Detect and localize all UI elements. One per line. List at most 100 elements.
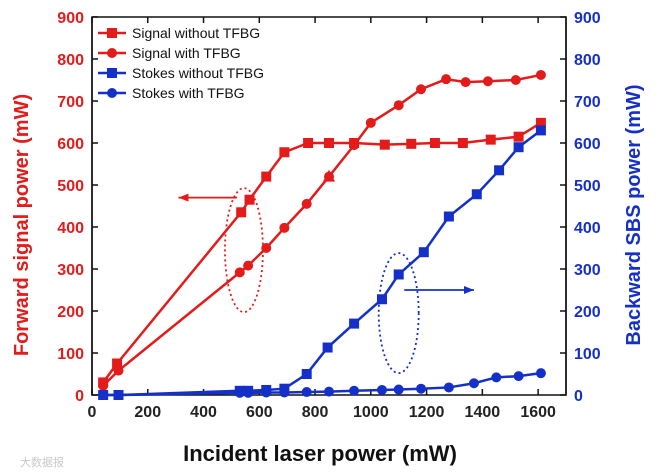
y-axis-left-label: Forward signal power (mW) — [11, 94, 33, 356]
data-point — [113, 365, 124, 376]
y-left-tick-label: 400 — [57, 220, 84, 237]
legend-item: Signal without TFBG — [98, 25, 260, 41]
legend-label: Stokes without TFBG — [132, 65, 264, 81]
data-point — [234, 267, 245, 278]
legend-marker — [107, 48, 117, 58]
legend-item: Stokes without TFBG — [98, 65, 264, 81]
series-3 — [98, 368, 546, 400]
data-point — [301, 198, 312, 209]
y-left-tick-label: 700 — [57, 94, 84, 111]
left-arrow-head — [178, 193, 189, 202]
y-left-tick-label: 600 — [57, 136, 84, 153]
data-point — [303, 138, 314, 148]
data-point — [429, 138, 440, 148]
legend-item: Signal with TFBG — [98, 45, 241, 61]
data-point — [416, 84, 427, 95]
data-point — [513, 371, 524, 382]
x-axis-label: Incident laser power (mW) — [183, 441, 457, 466]
data-point — [234, 387, 245, 398]
data-point — [301, 369, 312, 379]
legend-marker — [107, 28, 117, 38]
data-point — [535, 117, 546, 128]
y-left-tick-label: 900 — [57, 10, 84, 27]
legend-label: Signal with TFBG — [132, 45, 241, 61]
data-point — [279, 387, 290, 398]
y-right-tick-label: 100 — [574, 346, 601, 363]
data-point — [535, 368, 546, 379]
y-right-tick-label: 900 — [574, 10, 601, 27]
series-line — [102, 121, 542, 384]
legend-label: Signal without TFBG — [132, 25, 260, 41]
data-point — [443, 382, 454, 393]
data-point — [376, 384, 387, 395]
data-point — [443, 211, 454, 222]
series-2 — [98, 125, 546, 400]
data-point — [324, 386, 334, 397]
series-line — [102, 73, 542, 387]
data-point — [535, 125, 546, 136]
plot-area — [98, 69, 546, 400]
data-point — [513, 131, 524, 142]
data-point — [393, 100, 404, 111]
y-right-tick-label: 0 — [574, 388, 583, 405]
y-right-tick-label: 300 — [574, 262, 601, 279]
series-1 — [98, 69, 546, 391]
data-point — [494, 165, 505, 176]
x-tick-label: 400 — [190, 404, 217, 421]
data-point — [349, 140, 360, 151]
data-point — [441, 74, 452, 85]
data-point — [418, 247, 429, 258]
triangle-marker — [323, 169, 335, 182]
data-point — [243, 260, 254, 271]
y-right-tick-label: 200 — [574, 304, 601, 321]
data-point — [244, 194, 255, 205]
data-point — [279, 222, 290, 233]
data-point — [393, 269, 404, 280]
legend-marker — [107, 68, 117, 78]
x-tick-label: 1600 — [520, 404, 556, 421]
data-point — [261, 387, 272, 398]
data-point — [513, 142, 524, 153]
legend-item: Stokes with TFBG — [98, 85, 245, 101]
data-point — [261, 171, 272, 182]
data-point — [376, 294, 387, 305]
y-left-tick-label: 200 — [57, 304, 84, 321]
data-point — [482, 76, 493, 87]
y-right-tick-label: 800 — [574, 52, 601, 69]
series-line — [103, 129, 542, 397]
data-point — [236, 207, 247, 218]
x-tick-label: 600 — [246, 404, 273, 421]
right-arrow-head — [463, 286, 474, 294]
x-tick-label: 800 — [302, 404, 329, 421]
data-point — [261, 243, 272, 253]
data-point — [279, 147, 290, 158]
data-point — [379, 139, 390, 150]
y-axis-right-label: Backward SBS power (mW) — [623, 84, 645, 345]
y-left-tick-label: 0 — [75, 388, 84, 405]
x-tick-label: 0 — [88, 404, 97, 421]
data-point — [416, 383, 427, 394]
data-point — [535, 69, 546, 80]
x-tick-label: 200 — [134, 404, 161, 421]
y-right-tick-label: 600 — [574, 136, 601, 153]
data-point — [406, 138, 417, 149]
y-left-tick-label: 800 — [57, 52, 84, 69]
y-right-tick-label: 500 — [574, 178, 601, 195]
y-left-tick-label: 500 — [57, 178, 84, 195]
legend-label: Stokes with TFBG — [132, 85, 245, 101]
x-tick-label: 1400 — [465, 404, 501, 421]
legend: Signal without TFBG Signal with TFBG Stoke… — [98, 25, 264, 101]
data-point — [243, 387, 254, 398]
data-point — [98, 390, 109, 400]
y-right-tick-label: 700 — [574, 94, 601, 111]
y-left-tick-label: 300 — [57, 262, 84, 279]
data-point — [510, 75, 521, 85]
watermark-text: 大数据报 — [20, 455, 64, 469]
data-point — [485, 134, 496, 145]
x-tick-label: 1200 — [409, 404, 445, 421]
data-point — [457, 138, 468, 148]
data-point — [112, 358, 123, 369]
stokes-ellipse — [377, 252, 420, 375]
